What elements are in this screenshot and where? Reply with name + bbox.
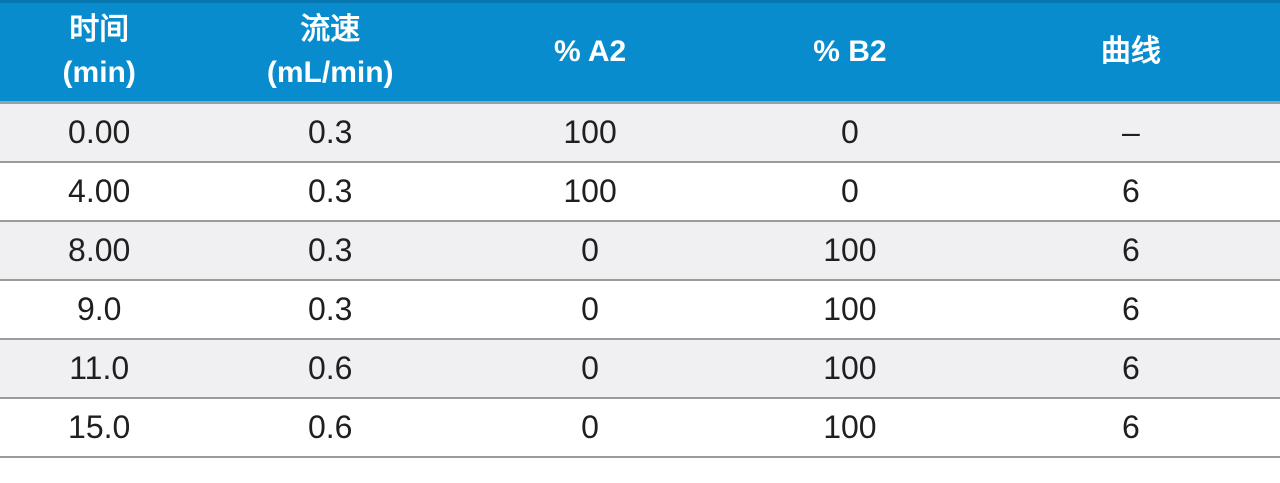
cell-curve: 6 (981, 397, 1280, 458)
table-row: 15.0 0.6 0 100 6 (0, 397, 1280, 458)
cell-percent-b2: 100 (718, 220, 982, 281)
cell-percent-b2: 100 (718, 397, 982, 458)
cell-percent-a2: 100 (462, 161, 719, 222)
cell-percent-a2: 100 (462, 102, 719, 163)
cell-curve: 6 (981, 220, 1280, 281)
gradient-method-table: 时间 (min) 流速 (mL/min) % A2 % B2 曲线 (0, 0, 1280, 458)
cell-curve: – (981, 102, 1280, 163)
cell-flow-rate: 0.3 (198, 161, 463, 222)
cell-percent-a2: 0 (462, 220, 719, 281)
cell-percent-a2: 0 (462, 338, 719, 399)
header-row: 时间 (min) 流速 (mL/min) % A2 % B2 曲线 (0, 0, 1280, 104)
column-header-percent-a2: % A2 (462, 0, 719, 104)
cell-time: 11.0 (0, 338, 199, 399)
table-row: 4.00 0.3 100 0 6 (0, 161, 1280, 222)
cell-percent-b2: 0 (718, 102, 982, 163)
column-header-time-unit: (min) (62, 56, 136, 89)
cell-time: 4.00 (0, 161, 199, 222)
cell-time: 8.00 (0, 220, 199, 281)
column-header-percent-b2-label: % B2 (813, 34, 887, 68)
table-row: 11.0 0.6 0 100 6 (0, 338, 1280, 399)
cell-time: 15.0 (0, 397, 199, 458)
cell-percent-b2: 100 (718, 338, 982, 399)
column-header-percent-b2: % B2 (718, 0, 982, 104)
table-row: 8.00 0.3 0 100 6 (0, 220, 1280, 281)
cell-flow-rate: 0.6 (198, 338, 463, 399)
cell-percent-a2: 0 (462, 397, 719, 458)
column-header-curve-label: 曲线 (1100, 34, 1161, 68)
column-header-time-label: 时间 (69, 13, 130, 47)
table-row: 0.00 0.3 100 0 – (0, 102, 1280, 163)
cell-flow-rate: 0.6 (198, 397, 463, 458)
column-header-flow-rate-unit: (mL/min) (266, 56, 394, 89)
cell-curve: 6 (981, 338, 1280, 399)
column-header-flow-rate-label: 流速 (300, 13, 361, 47)
cell-percent-a2: 0 (462, 279, 719, 340)
cell-time: 9.0 (0, 279, 199, 340)
column-header-curve: 曲线 (981, 0, 1280, 104)
table-row: 9.0 0.3 0 100 6 (0, 279, 1280, 340)
cell-flow-rate: 0.3 (198, 279, 463, 340)
cell-percent-b2: 0 (718, 161, 982, 222)
cell-flow-rate: 0.3 (198, 220, 463, 281)
column-header-percent-a2-label: % A2 (553, 34, 627, 68)
cell-curve: 6 (981, 279, 1280, 340)
cell-flow-rate: 0.3 (198, 102, 463, 163)
column-header-time: 时间 (min) (0, 0, 199, 104)
cell-time: 0.00 (0, 102, 199, 163)
cell-percent-b2: 100 (718, 279, 982, 340)
cell-curve: 6 (981, 161, 1280, 222)
column-header-flow-rate: 流速 (mL/min) (198, 0, 463, 104)
